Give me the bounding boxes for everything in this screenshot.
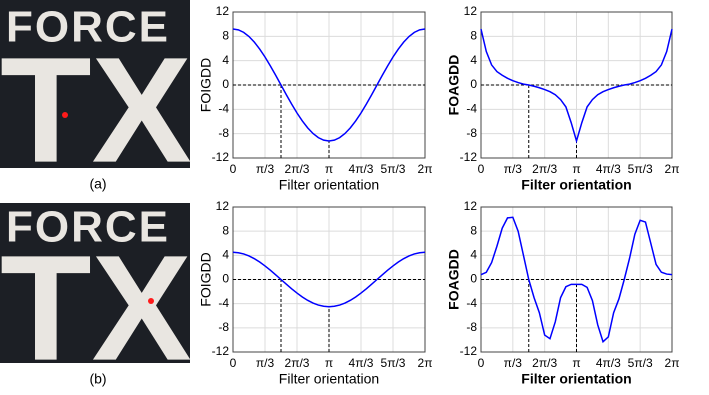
x-tick-label: 0 bbox=[230, 162, 237, 176]
y-tick-label: 8 bbox=[470, 29, 477, 43]
x-axis-title: Filter orientation bbox=[279, 177, 379, 193]
y-tick-label: -12 bbox=[460, 150, 478, 164]
y-tick-label: 0 bbox=[470, 77, 477, 91]
y-tick-label: 8 bbox=[222, 29, 229, 43]
keypoint bbox=[148, 298, 154, 304]
panel-label: (a) bbox=[89, 176, 106, 192]
photo-b: FORCE TX (b) bbox=[0, 203, 192, 392]
x-tick-label: π bbox=[325, 162, 333, 176]
sign-text: TX bbox=[0, 26, 192, 194]
y-tick-label: -12 bbox=[460, 344, 478, 358]
x-tick-label: π/3 bbox=[256, 162, 275, 176]
y-tick-label: 12 bbox=[216, 4, 230, 18]
sign-text: TX bbox=[0, 224, 192, 392]
y-tick-label: 12 bbox=[464, 4, 478, 18]
x-tick-label: π bbox=[325, 356, 333, 370]
x-tick-label: 0 bbox=[230, 356, 237, 370]
y-tick-label: 4 bbox=[470, 248, 477, 262]
x-tick-label: 4π/3 bbox=[596, 162, 621, 176]
x-tick-label: π/3 bbox=[504, 162, 523, 176]
data-line bbox=[232, 28, 426, 142]
x-tick-label: 2π bbox=[665, 162, 680, 176]
x-tick-label: 2π/3 bbox=[532, 356, 557, 370]
x-tick-label: π bbox=[572, 356, 580, 370]
x-tick-label: 4π/3 bbox=[596, 356, 621, 370]
keypoint bbox=[62, 112, 68, 118]
y-tick-label: -8 bbox=[466, 320, 477, 334]
y-tick-label: 4 bbox=[222, 53, 229, 67]
y-tick-label: 12 bbox=[464, 199, 478, 213]
y-tick-label: 0 bbox=[470, 272, 477, 286]
sign-text: FORCE bbox=[6, 3, 170, 52]
x-tick-label: 4π/3 bbox=[349, 162, 374, 176]
data-line bbox=[232, 251, 426, 308]
x-axis-title: Filter orientation bbox=[279, 371, 379, 387]
y-axis-title: FOAGDD bbox=[446, 55, 462, 116]
y-tick-label: -8 bbox=[218, 126, 229, 140]
y-tick-label: -12 bbox=[212, 344, 230, 358]
x-tick-label: 0 bbox=[478, 162, 485, 176]
y-tick-label: -8 bbox=[218, 320, 229, 334]
y-tick-label: -4 bbox=[466, 102, 477, 116]
x-tick-label: 0 bbox=[478, 356, 485, 370]
x-tick-label: π bbox=[572, 162, 580, 176]
y-tick-label: -4 bbox=[218, 102, 229, 116]
y-tick-label: 12 bbox=[216, 199, 230, 213]
x-tick-label: 5π/3 bbox=[381, 162, 406, 176]
x-tick-label: 2π/3 bbox=[285, 356, 310, 370]
x-tick-label: 2π/3 bbox=[285, 162, 310, 176]
x-tick-label: 2π/3 bbox=[532, 162, 557, 176]
y-tick-label: 0 bbox=[222, 272, 229, 286]
y-tick-label: 8 bbox=[222, 223, 229, 237]
y-tick-label: 4 bbox=[470, 53, 477, 67]
data-line bbox=[480, 28, 673, 144]
photo-a: FORCE TX (a) bbox=[0, 0, 192, 194]
data-line bbox=[480, 216, 673, 344]
y-tick-label: 0 bbox=[222, 77, 229, 91]
y-axis-title: FOIGDD bbox=[198, 252, 214, 306]
y-tick-label: 4 bbox=[222, 248, 229, 262]
x-tick-label: 4π/3 bbox=[349, 356, 374, 370]
y-tick-label: -8 bbox=[466, 126, 477, 140]
y-axis-title: FOIGDD bbox=[198, 58, 214, 112]
y-tick-label: -4 bbox=[466, 296, 477, 310]
y-axis-title: FOAGDD bbox=[446, 249, 462, 310]
y-tick-label: 8 bbox=[470, 223, 477, 237]
photo-background bbox=[0, 203, 190, 363]
x-tick-label: 2π bbox=[418, 356, 433, 370]
x-tick-label: 2π bbox=[418, 162, 433, 176]
x-tick-label: 5π/3 bbox=[628, 356, 653, 370]
y-tick-label: -12 bbox=[212, 150, 230, 164]
x-tick-label: π/3 bbox=[504, 356, 523, 370]
x-axis-title: Filter orientation bbox=[521, 177, 631, 193]
x-tick-label: 5π/3 bbox=[628, 162, 653, 176]
x-tick-label: 5π/3 bbox=[381, 356, 406, 370]
x-tick-label: π/3 bbox=[256, 356, 275, 370]
panel-label: (b) bbox=[89, 371, 106, 387]
x-axis-title: Filter orientation bbox=[521, 371, 631, 387]
sign-text: FORCE bbox=[6, 203, 170, 252]
photo-background bbox=[0, 0, 190, 168]
y-tick-label: -4 bbox=[218, 296, 229, 310]
x-tick-label: 2π bbox=[665, 356, 680, 370]
